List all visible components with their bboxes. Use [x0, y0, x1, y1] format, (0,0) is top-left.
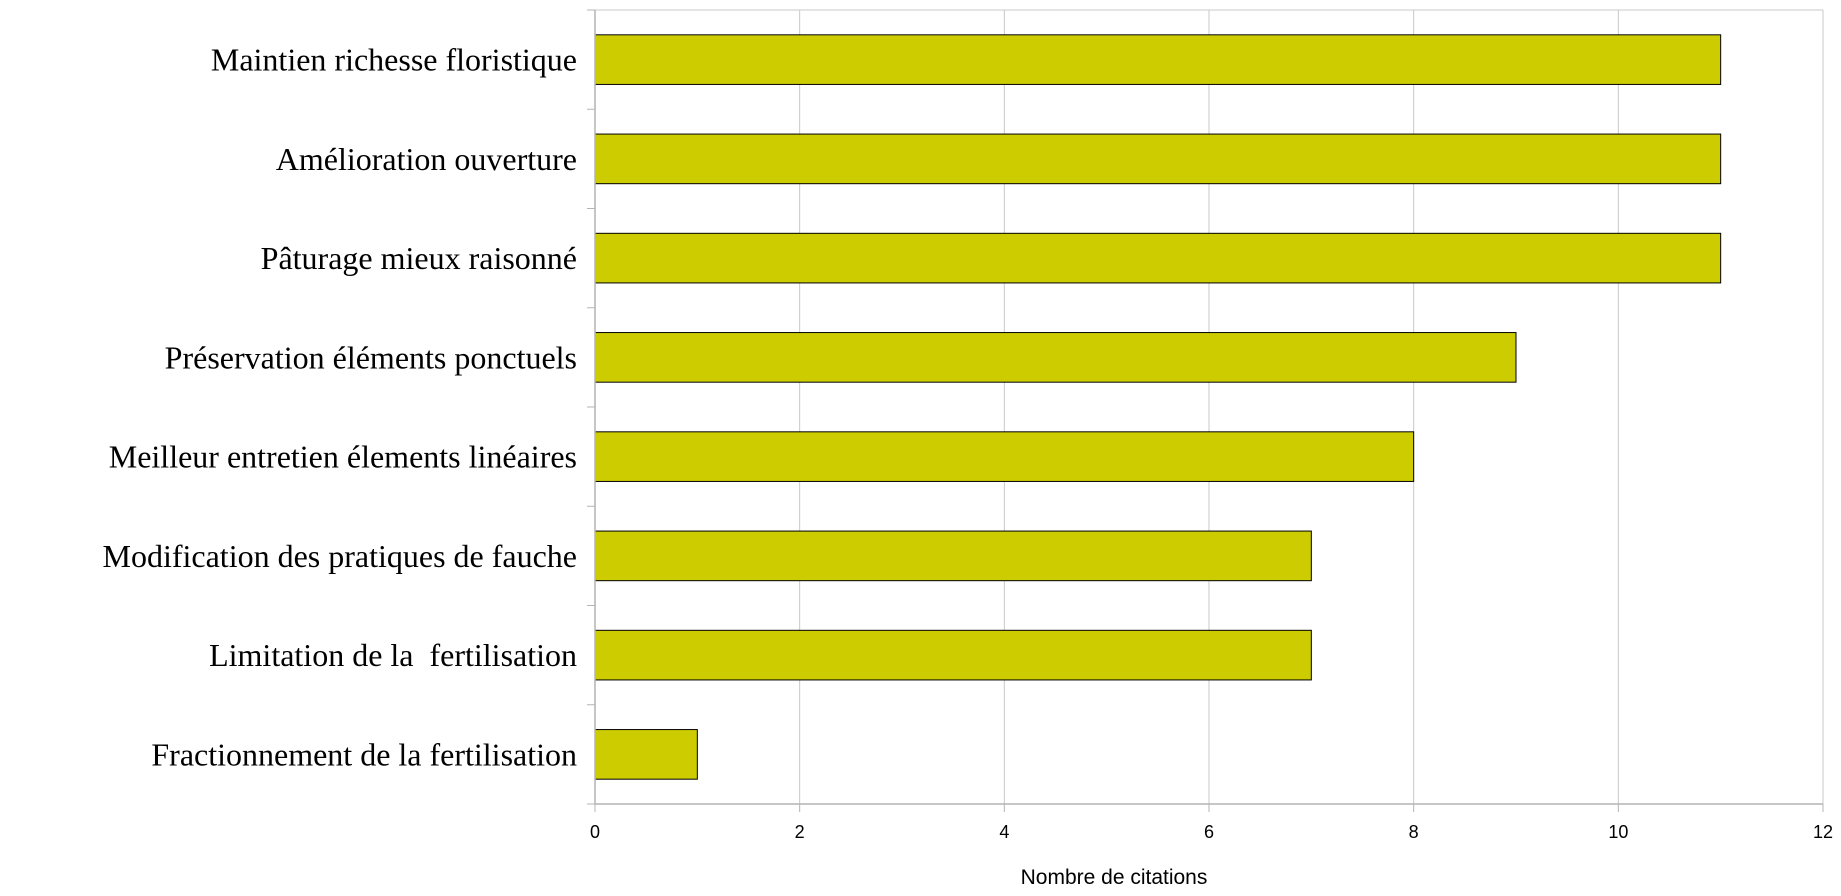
- bar-1: [594, 34, 1722, 85]
- category-labels: Maintien richesse floristique Amélioratio…: [103, 42, 578, 773]
- x-tick-label-10: 10: [1608, 822, 1628, 842]
- x-tick-label-8: 8: [1409, 822, 1419, 842]
- bar-7: [594, 629, 1312, 681]
- x-tick-label-0: 0: [590, 822, 600, 842]
- x-tick-label-4: 4: [999, 822, 1009, 842]
- axes: [587, 9, 1824, 812]
- bars: [594, 34, 1722, 780]
- x-tick-label-6: 6: [1204, 822, 1214, 842]
- category-label-2: Amélioration ouverture: [276, 141, 577, 177]
- bar-2: [594, 133, 1722, 185]
- bar-8: [594, 729, 698, 780]
- category-label-3: Pâturage mieux raisonné: [261, 240, 577, 276]
- bar-3: [594, 232, 1722, 284]
- x-tick-label-12: 12: [1813, 822, 1833, 842]
- category-label-5: Meilleur entretien élements linéaires: [109, 439, 577, 475]
- category-label-4: Préservation éléments ponctuels: [165, 339, 577, 375]
- bar-5: [594, 431, 1415, 482]
- bar-4: [594, 332, 1517, 383]
- x-axis-title: Nombre de citations: [1021, 866, 1208, 889]
- category-label-1: Maintien richesse floristique: [211, 42, 577, 78]
- bar-6: [594, 530, 1312, 582]
- grid-lines: [594, 9, 1824, 804]
- category-label-6: Modification des pratiques de fauche: [103, 538, 578, 574]
- category-label-7: Limitation de la fertilisation: [209, 637, 577, 673]
- x-tick-label-2: 2: [795, 822, 805, 842]
- category-label-8: Fractionnement de la fertilisation: [151, 736, 577, 772]
- x-tick-labels: 0 2 4 6 8 10 12: [590, 822, 1833, 842]
